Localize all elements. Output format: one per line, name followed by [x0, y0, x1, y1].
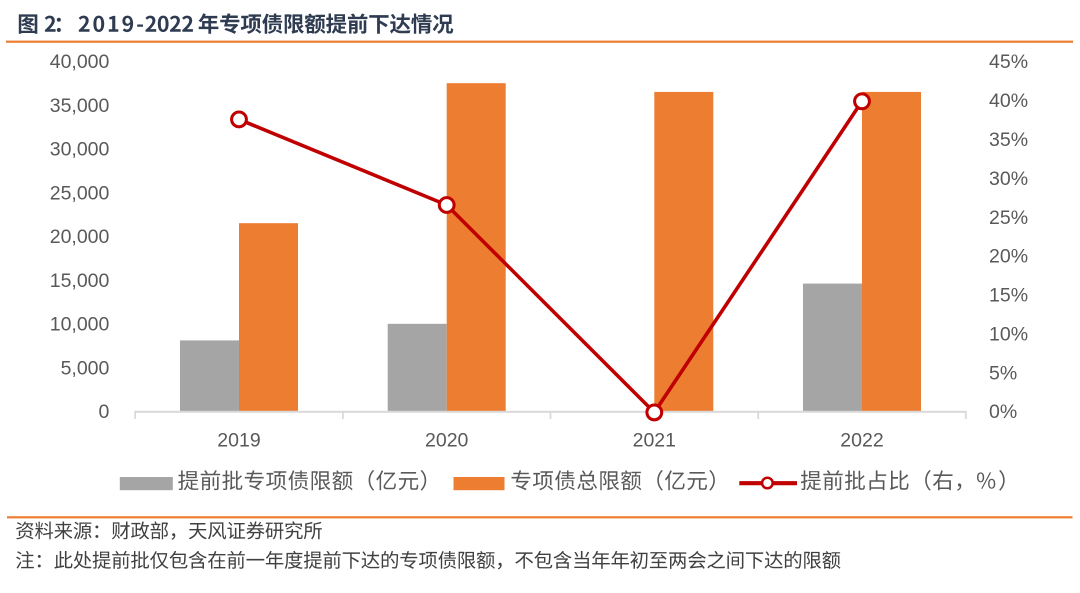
svg-text:10,000: 10,000	[50, 314, 110, 336]
svg-text:2019: 2019	[217, 429, 260, 451]
svg-text:2022: 2022	[840, 429, 883, 451]
svg-text:5,000: 5,000	[61, 357, 110, 379]
svg-text:2021: 2021	[633, 429, 676, 451]
svg-text:25,000: 25,000	[50, 182, 110, 204]
svg-text:40%: 40%	[989, 90, 1028, 112]
svg-text:35,000: 35,000	[50, 95, 110, 117]
svg-text:20%: 20%	[989, 246, 1028, 268]
svg-text:2020: 2020	[425, 429, 469, 451]
svg-text:25%: 25%	[989, 207, 1028, 229]
svg-text:5%: 5%	[989, 362, 1017, 384]
svg-text:15%: 15%	[989, 285, 1028, 307]
svg-text:15,000: 15,000	[50, 270, 110, 292]
svg-text:20,000: 20,000	[50, 226, 110, 248]
svg-text:30%: 30%	[989, 168, 1028, 190]
svg-text:45%: 45%	[989, 51, 1028, 73]
svg-text:30,000: 30,000	[50, 139, 110, 161]
svg-text:10%: 10%	[989, 323, 1028, 345]
svg-text:35%: 35%	[989, 129, 1028, 151]
svg-text:0: 0	[99, 401, 110, 423]
svg-text:40,000: 40,000	[50, 51, 110, 73]
svg-text:0%: 0%	[989, 401, 1017, 423]
